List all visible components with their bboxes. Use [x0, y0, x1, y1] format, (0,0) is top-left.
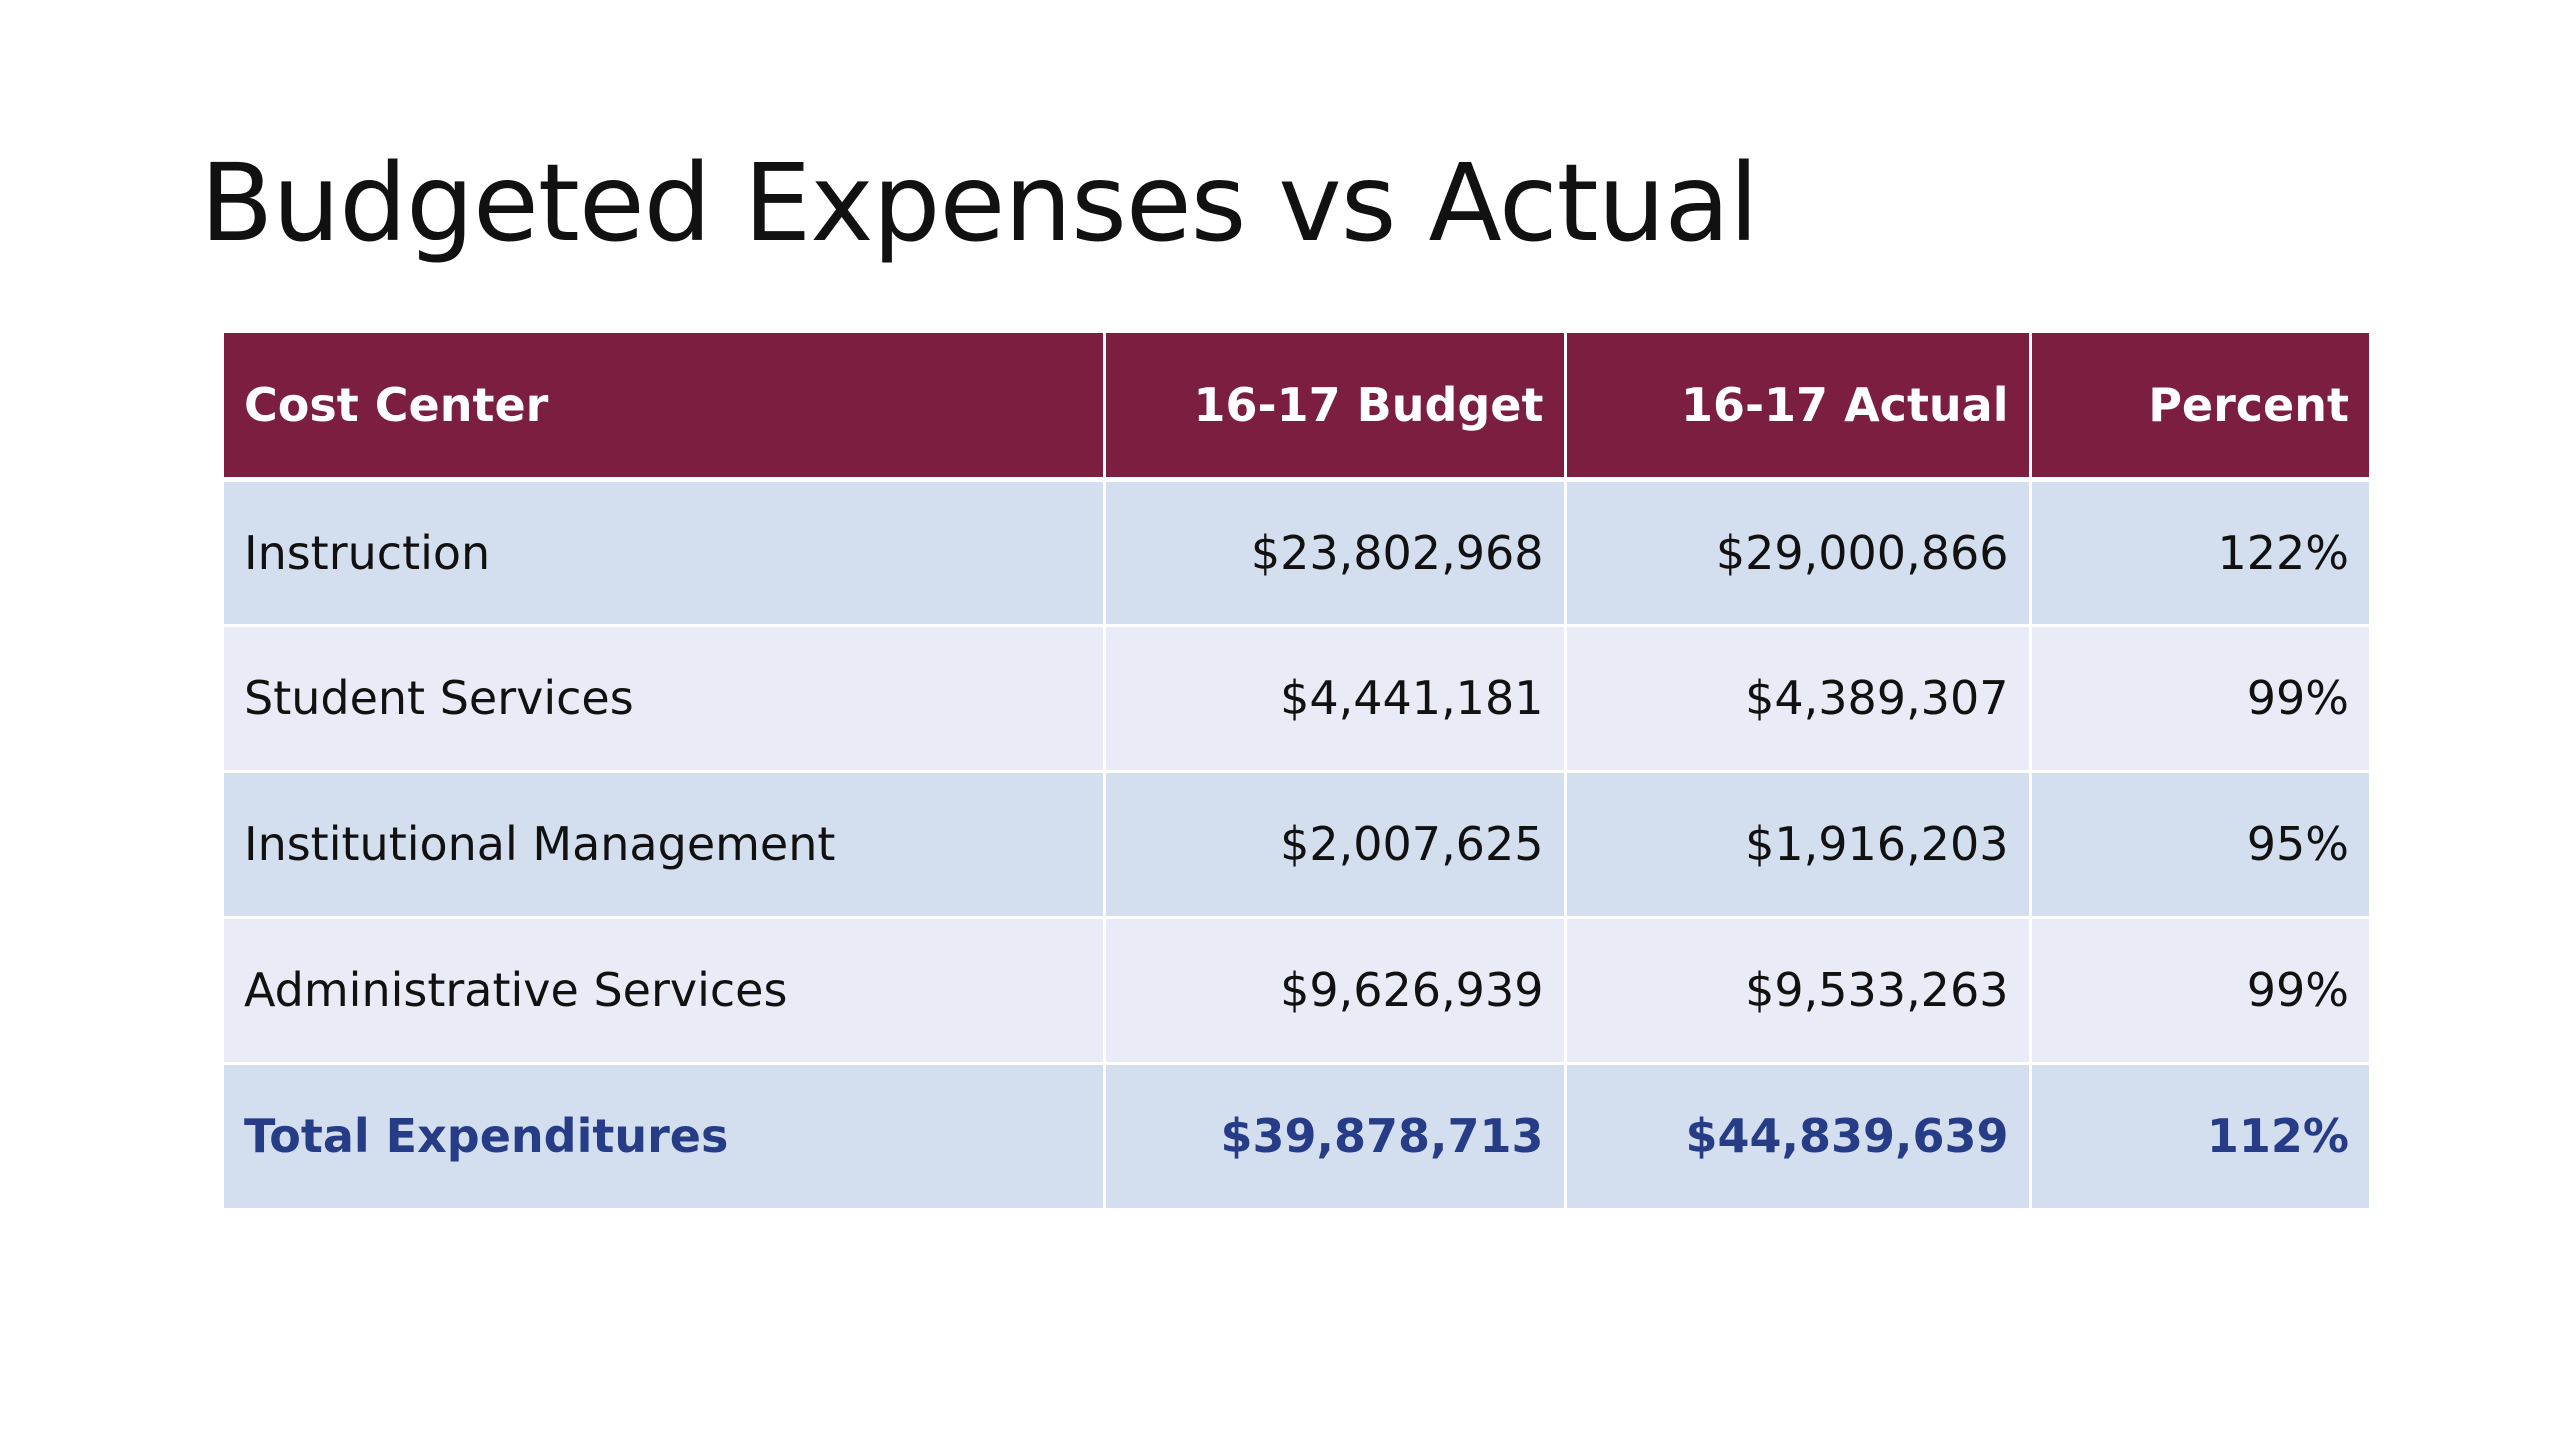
actual-cell: $1,916,203	[1565, 771, 2032, 919]
cost-center-cell: Administrative Services	[224, 917, 1106, 1065]
budget-cell: $23,802,968	[1104, 479, 1567, 627]
percent-cell: 122%	[2030, 479, 2369, 627]
table-row: Student Services $4,441,181 $4,389,307 9…	[224, 625, 2369, 773]
header-budget: 16-17 Budget	[1104, 333, 1567, 482]
table-header-row: Cost Center 16-17 Budget 16-17 Actual Pe…	[224, 333, 2369, 482]
table-row: Instruction $23,802,968 $29,000,866 122%	[224, 479, 2369, 627]
table-row: Institutional Management $2,007,625 $1,9…	[224, 771, 2369, 919]
expense-table: Cost Center 16-17 Budget 16-17 Actual Pe…	[224, 333, 2369, 1211]
header-percent: Percent	[2030, 333, 2369, 482]
total-actual-cell: $44,839,639	[1565, 1063, 2032, 1211]
header-actual: 16-17 Actual	[1565, 333, 2032, 482]
cost-center-cell: Institutional Management	[224, 771, 1106, 919]
actual-cell: $4,389,307	[1565, 625, 2032, 773]
actual-cell: $9,533,263	[1565, 917, 2032, 1065]
budget-cell: $4,441,181	[1104, 625, 1567, 773]
cost-center-cell: Instruction	[224, 479, 1106, 627]
percent-cell: 95%	[2030, 771, 2369, 919]
total-row: Total Expenditures $39,878,713 $44,839,6…	[224, 1063, 2369, 1211]
header-cost-center: Cost Center	[224, 333, 1106, 482]
total-percent-cell: 112%	[2030, 1063, 2369, 1211]
budget-cell: $2,007,625	[1104, 771, 1567, 919]
actual-cell: $29,000,866	[1565, 479, 2032, 627]
slide-title: Budgeted Expenses vs Actual	[200, 142, 1759, 266]
total-budget-cell: $39,878,713	[1104, 1063, 1567, 1211]
percent-cell: 99%	[2030, 917, 2369, 1065]
total-label-cell: Total Expenditures	[224, 1063, 1106, 1211]
budget-cell: $9,626,939	[1104, 917, 1567, 1065]
cost-center-cell: Student Services	[224, 625, 1106, 773]
table-row: Administrative Services $9,626,939 $9,53…	[224, 917, 2369, 1065]
percent-cell: 99%	[2030, 625, 2369, 773]
